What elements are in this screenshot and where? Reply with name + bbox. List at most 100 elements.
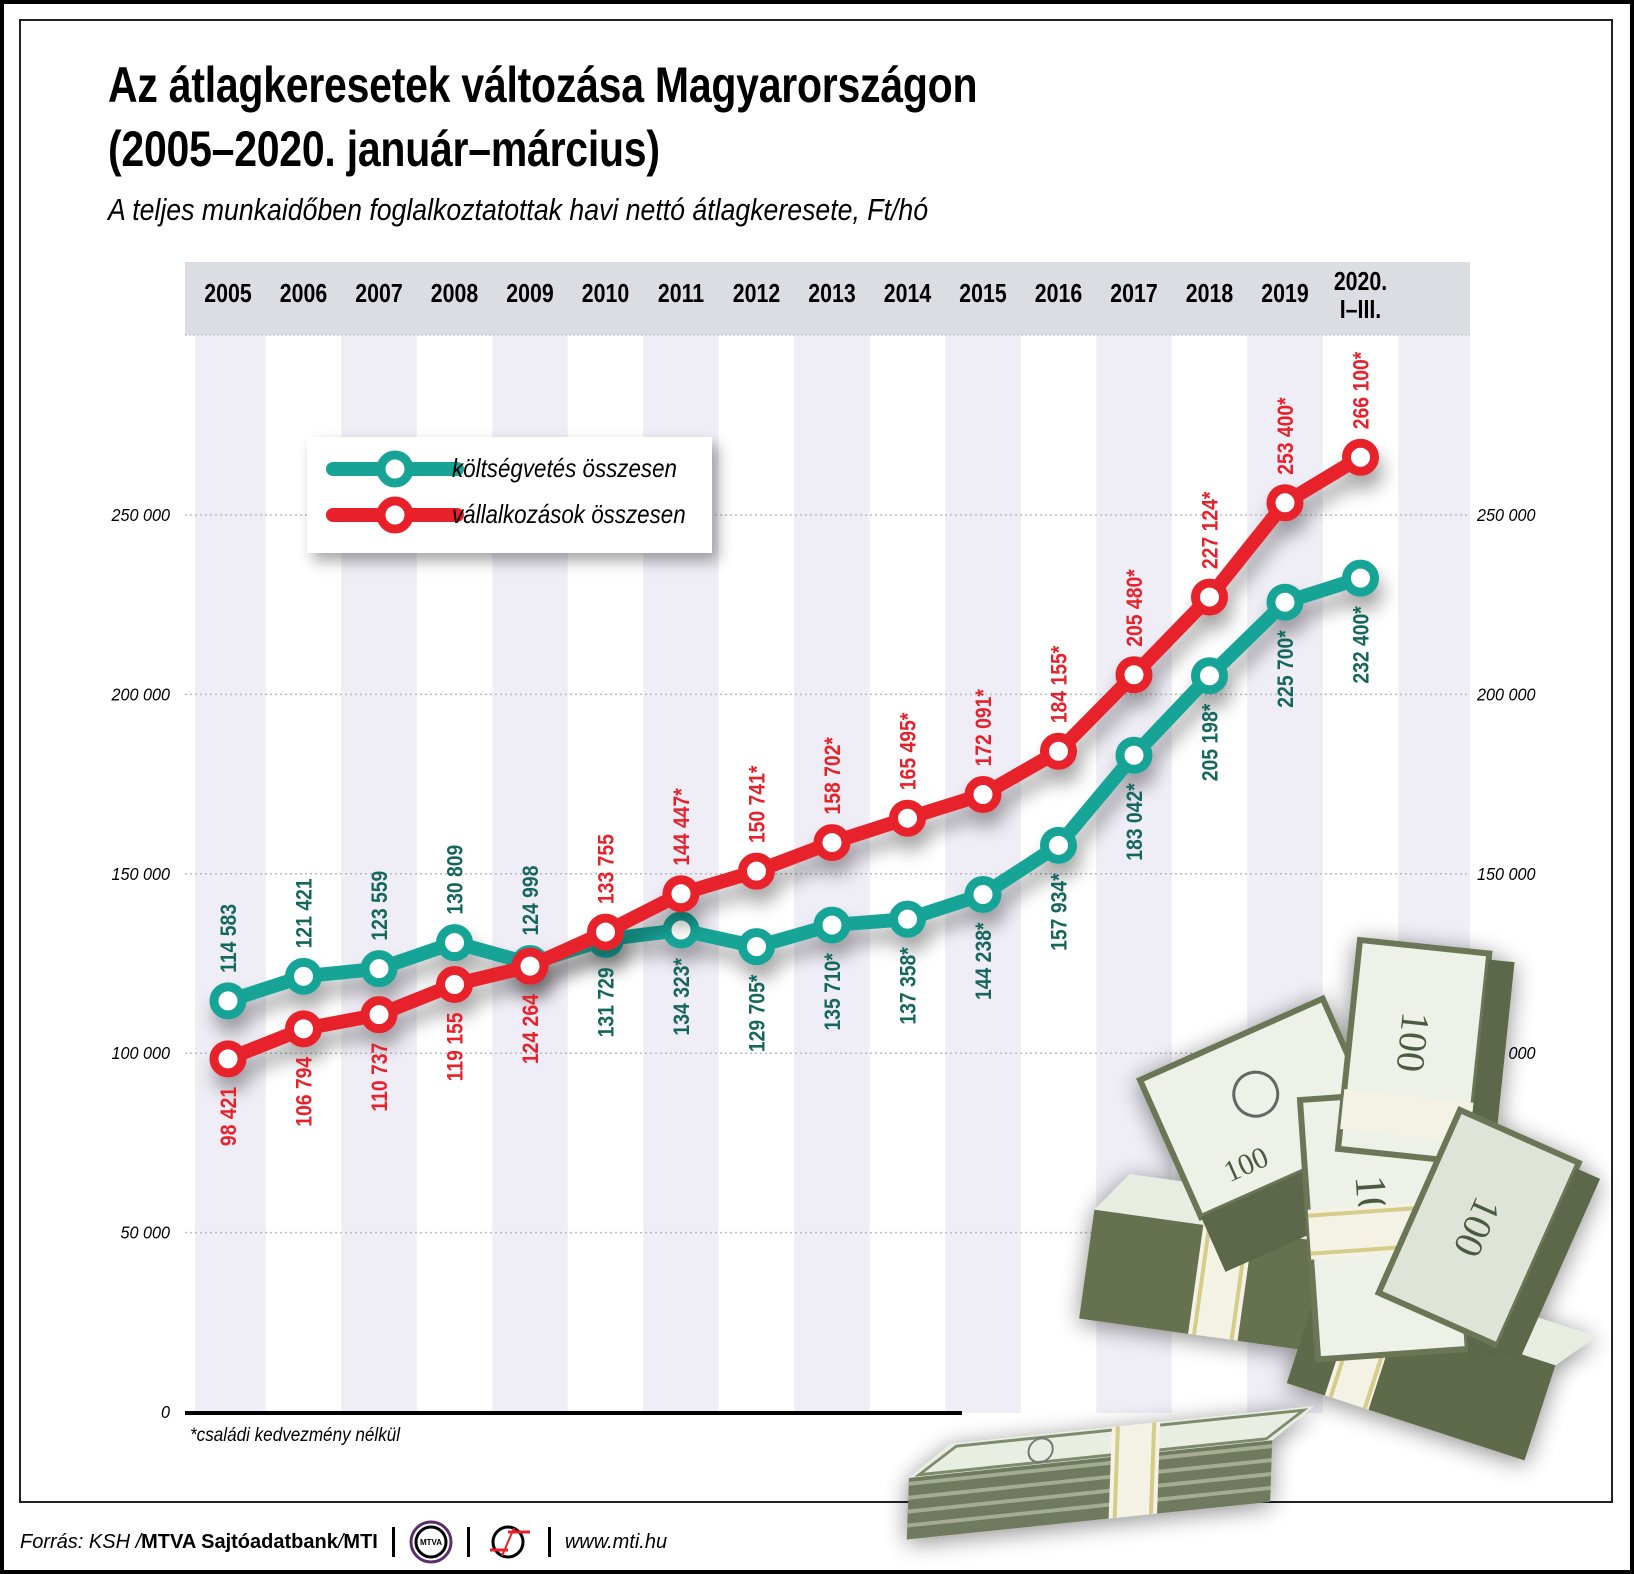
data-point-marker [1266,484,1304,522]
data-value-label: 158 702* [821,736,845,814]
website-link[interactable]: www.mti.hu [564,1530,668,1553]
svg-text:100: 100 [1388,1010,1439,1074]
data-point-marker [587,913,624,951]
data-point-marker [889,799,926,837]
data-value-label: 123 559 [368,871,392,941]
year-label: 2020. [1334,267,1387,297]
data-value-label: 144 238* [972,922,996,1000]
data-value-label: 137 358* [896,946,920,1024]
data-value-label: 124 998 [519,866,543,936]
data-value-label: 165 495* [896,712,920,790]
data-point-marker [360,996,398,1034]
mtva-logo-icon: MTVA [409,1520,453,1564]
y-tick-label: 200 000 [111,685,171,705]
data-value-label: 144 447* [670,787,694,865]
legend-item-vallalkozasok: vállalkozások összesen [307,495,712,535]
source-footer: Forrás: KSH / MTVA Sajtóadatbank / MTI M… [20,1520,668,1564]
data-point-marker [1040,826,1077,864]
year-label: 2017 [1110,279,1157,309]
source-mtva: MTVA Sajtóadatbank [141,1530,338,1553]
data-point-marker [436,965,473,1003]
money-stack-illustration: 100 100 100 100 100 [906,936,1601,1540]
data-value-label: 124 264 [519,994,543,1064]
data-value-label: 232 400* [1349,605,1373,683]
data-point-marker [1191,578,1228,616]
inner-frame [19,19,1613,1503]
year-label-sub: I–III. [1340,295,1381,325]
data-point-marker [1115,656,1153,694]
data-labels: 114 583 121 421 123 559 130 809 124 998 131 7… [217,351,1374,1146]
divider [466,1527,470,1557]
year-label: 2010 [582,279,629,309]
data-value-label: 130 809 [443,845,467,915]
data-point-marker [436,924,473,962]
data-point-marker [360,950,398,988]
data-value-label: 157 934* [1047,872,1071,950]
data-value-label: 172 091* [972,688,996,766]
data-value-label: 119 155 [443,1012,467,1081]
data-point-marker [209,982,247,1020]
year-label: 2013 [808,279,855,309]
y-tick-label: 150 000 [111,864,170,884]
chart-title: Az átlagkeresetek változása Magyarország… [108,57,978,113]
source-prefix: Forrás: KSH / [20,1530,142,1553]
year-label: 2018 [1186,279,1233,309]
y-tick-label: 250 000 [111,505,171,525]
data-value-label: 266 100* [1349,351,1373,429]
svg-text:MTVA: MTVA [420,1538,442,1547]
y-tick-label: 50 000 [120,1223,170,1243]
year-label: 2015 [959,279,1006,309]
data-point-marker [1040,732,1077,770]
data-value-label: 98 421 [217,1087,241,1146]
data-value-label: 184 155* [1047,645,1071,723]
data-point-marker [511,947,549,985]
teal-line-marker-icon [326,450,464,488]
data-point-marker [662,875,700,913]
data-value-label: 205 480* [1123,568,1147,646]
footnote: *családi kedvezmény nélkül [190,1425,401,1446]
data-value-label: 131 729 [594,967,618,1037]
legend-item-koltsegvetes: költségvetés összesen [307,449,712,489]
mti-logo-icon [489,1525,530,1559]
series-vallalkozasok [209,438,1379,1078]
data-value-label: 106 794 [292,1056,316,1126]
data-value-label: 150 741* [745,765,769,843]
year-label: 2014 [884,279,932,309]
y-tick-label-right: 150 000 [1477,864,1536,884]
divider [547,1527,551,1557]
year-label: 2009 [506,279,553,309]
legend-label: költségvetés összesen [452,453,677,483]
data-point-marker [1266,583,1304,621]
data-value-label: 225 700* [1274,629,1298,707]
data-point-marker [1342,559,1379,597]
data-point-marker [1342,438,1379,476]
data-value-label: 121 421 [292,878,316,948]
data-point-marker [285,957,322,995]
data-value-label: 129 705* [745,974,769,1052]
year-label: 2016 [1035,279,1082,309]
data-value-label: 227 124* [1198,491,1222,569]
data-point-marker [738,928,775,966]
data-point-marker [1115,736,1153,774]
year-label: 2005 [204,279,251,309]
data-point-marker [209,1040,247,1078]
year-header-band [185,262,1470,335]
year-label: 2006 [280,279,327,309]
data-point-marker [285,1010,322,1048]
data-value-label: 133 755 [594,834,618,904]
chart-legend: költségvetés összesen vállalkozások össz… [307,437,712,553]
source-separator: / [337,1530,344,1553]
data-value-label: 253 400* [1274,396,1298,474]
data-point-marker [889,900,926,938]
year-label: 2012 [733,279,780,309]
y-tick-label-right: 250 000 [1476,505,1536,525]
year-label: 2011 [658,279,704,309]
red-line-marker-icon [326,496,464,534]
data-value-label: 134 323* [670,957,694,1035]
data-point-marker [1191,657,1228,695]
year-label: 2019 [1261,279,1308,309]
data-point-marker [813,906,851,944]
data-value-label: 183 042* [1123,782,1147,860]
y-tick-label: 0 [161,1402,170,1422]
